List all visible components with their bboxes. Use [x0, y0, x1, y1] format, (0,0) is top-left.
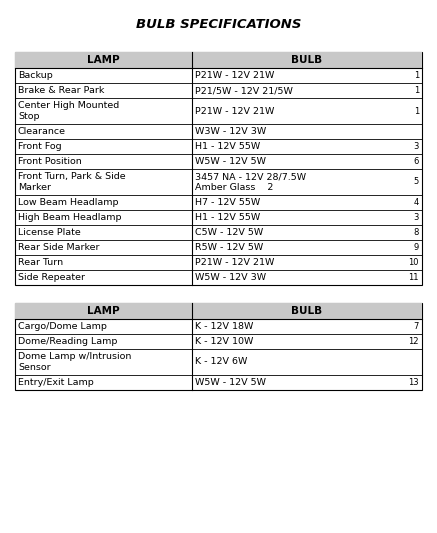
Text: Brake & Rear Park: Brake & Rear Park	[18, 86, 104, 95]
Text: 3457 NA - 12V 28/7.5W
Amber Glass    2: 3457 NA - 12V 28/7.5W Amber Glass 2	[195, 172, 306, 192]
Text: K - 12V 18W: K - 12V 18W	[195, 322, 253, 331]
Text: LAMP: LAMP	[87, 306, 120, 316]
Text: W5W - 12V 3W: W5W - 12V 3W	[195, 273, 266, 282]
Text: P21W - 12V 21W: P21W - 12V 21W	[195, 71, 274, 80]
Text: 1: 1	[414, 71, 419, 80]
Text: BULB: BULB	[291, 306, 323, 316]
Text: Dome/Reading Lamp: Dome/Reading Lamp	[18, 337, 118, 346]
Text: Entry/Exit Lamp: Entry/Exit Lamp	[18, 378, 94, 387]
Text: Dome Lamp w/Intrusion
Sensor: Dome Lamp w/Intrusion Sensor	[18, 352, 132, 372]
Text: Front Fog: Front Fog	[18, 142, 62, 151]
Text: 9: 9	[414, 243, 419, 252]
Text: 4: 4	[414, 198, 419, 207]
Text: Rear Turn: Rear Turn	[18, 258, 63, 267]
Text: P21W - 12V 21W: P21W - 12V 21W	[195, 107, 274, 116]
Text: 3: 3	[414, 213, 419, 222]
Text: LAMP: LAMP	[87, 55, 120, 65]
Text: P21/5W - 12V 21/5W: P21/5W - 12V 21/5W	[195, 86, 293, 95]
Text: K - 12V 10W: K - 12V 10W	[195, 337, 253, 346]
Text: 10: 10	[409, 258, 419, 267]
Text: 12: 12	[409, 337, 419, 346]
Bar	[15, 303, 422, 390]
Text: License Plate: License Plate	[18, 228, 81, 237]
Text: 3: 3	[414, 142, 419, 151]
Text: 1: 1	[414, 86, 419, 95]
Text: Rear Side Marker: Rear Side Marker	[18, 243, 100, 252]
Text: Clearance: Clearance	[18, 127, 66, 136]
Text: 5: 5	[414, 177, 419, 187]
Text: 7: 7	[414, 322, 419, 331]
Text: 11: 11	[409, 273, 419, 282]
Text: H1 - 12V 55W: H1 - 12V 55W	[195, 213, 260, 222]
Text: H1 - 12V 55W: H1 - 12V 55W	[195, 142, 260, 151]
Text: W5W - 12V 5W: W5W - 12V 5W	[195, 378, 266, 387]
Text: High Beam Headlamp: High Beam Headlamp	[18, 213, 121, 222]
Text: R5W - 12V 5W: R5W - 12V 5W	[195, 243, 264, 252]
Text: Backup: Backup	[18, 71, 53, 80]
Text: BULB: BULB	[291, 55, 323, 65]
Text: C5W - 12V 5W: C5W - 12V 5W	[195, 228, 264, 237]
Text: P21W - 12V 21W: P21W - 12V 21W	[195, 258, 274, 267]
Text: Side Repeater: Side Repeater	[18, 273, 85, 282]
Text: Front Position: Front Position	[18, 157, 82, 166]
Text: Front Turn, Park & Side
Marker: Front Turn, Park & Side Marker	[18, 172, 125, 192]
Text: H7 - 12V 55W: H7 - 12V 55W	[195, 198, 260, 207]
Bar	[15, 52, 422, 68]
Text: BULB SPECIFICATIONS: BULB SPECIFICATIONS	[136, 18, 301, 31]
Bar	[15, 303, 422, 319]
Text: 1: 1	[414, 107, 419, 116]
Text: W3W - 12V 3W: W3W - 12V 3W	[195, 127, 266, 136]
Text: Center High Mounted
Stop: Center High Mounted Stop	[18, 101, 119, 121]
Text: K - 12V 6W: K - 12V 6W	[195, 358, 247, 367]
Text: Low Beam Headlamp: Low Beam Headlamp	[18, 198, 118, 207]
Text: 13: 13	[408, 378, 419, 387]
Text: 8: 8	[414, 228, 419, 237]
Text: W5W - 12V 5W: W5W - 12V 5W	[195, 157, 266, 166]
Text: Cargo/Dome Lamp: Cargo/Dome Lamp	[18, 322, 107, 331]
Text: 6: 6	[414, 157, 419, 166]
Bar	[15, 52, 422, 285]
